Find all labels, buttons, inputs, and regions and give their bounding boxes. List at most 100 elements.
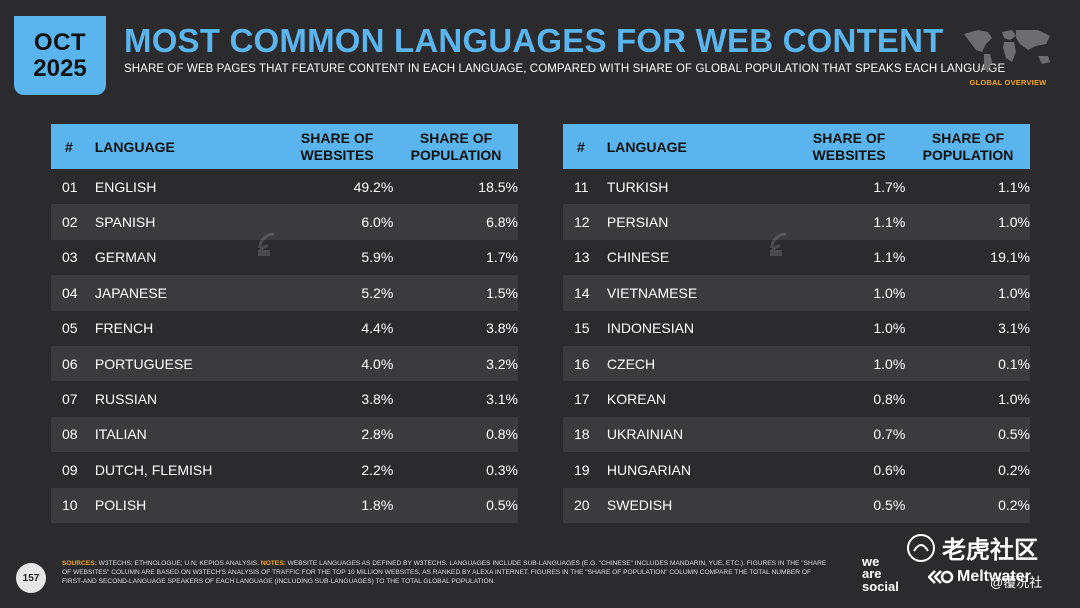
cell-rank: 13	[574, 249, 590, 266]
cell-rank: 09	[62, 461, 78, 478]
table-header: # LANGUAGE SHARE OF WEBSITES SHARE OF PO…	[563, 124, 1030, 169]
cell-share-websites: 2.8%	[361, 426, 394, 443]
cell-share-websites: 1.1%	[873, 249, 906, 266]
cell-share-population: 1.1%	[998, 178, 1030, 195]
table-row: 15 INDONESIAN 1.0% 3.1%	[563, 310, 1030, 346]
brand-we: we	[862, 554, 880, 569]
cell-share-websites: 0.6%	[873, 461, 906, 478]
sources-label: SOURCES:	[62, 560, 97, 567]
table-row: 03 GERMAN 5.9% 1.7%	[51, 239, 518, 276]
table-row: 13 CHINESE 1.1% 19.1%	[563, 239, 1030, 276]
cell-language: INDONESIAN	[606, 320, 695, 337]
col-header-population: SHARE OF POPULATION	[410, 130, 502, 163]
col-header-num: #	[577, 138, 585, 155]
cell-share-population: 0.8%	[486, 426, 518, 443]
table-row: 01 ENGLISH 49.2% 18.5%	[51, 169, 518, 205]
col-header-websites: SHARE OF WEBSITES	[300, 130, 374, 163]
cell-share-population: 3.1%	[486, 391, 518, 408]
cell-language: KOREAN	[606, 391, 667, 408]
cell-share-population: 18.5%	[478, 178, 518, 195]
cell-rank: 19	[574, 461, 590, 478]
cell-language: VIETNAMESE	[606, 284, 698, 301]
brand-are: are	[862, 566, 882, 582]
watermark-cn: 老虎社区	[942, 537, 1038, 564]
datareportal-watermark-icon	[770, 232, 787, 256]
datareportal-watermark-icon	[258, 232, 275, 256]
table-body: 01 ENGLISH 49.2% 18.5% 02 SPANISH 6.0% 6.8% 03 GE…	[51, 169, 518, 523]
cell-rank: 11	[574, 178, 589, 195]
table-row: 04 JAPANESE 5.2% 1.5%	[51, 275, 518, 311]
cell-share-websites: 1.0%	[873, 320, 906, 337]
cell-language: PORTUGUESE	[94, 355, 193, 372]
cell-share-population: 1.5%	[486, 284, 518, 301]
cell-share-websites: 5.2%	[361, 284, 394, 301]
table-row: 08 ITALIAN 2.8% 0.8%	[51, 416, 518, 453]
cell-language: ENGLISH	[94, 178, 157, 195]
page-subtitle: SHARE OF WEB PAGES THAT FEATURE CONTENT …	[124, 63, 1006, 75]
cell-share-population: 1.7%	[486, 249, 518, 266]
cell-share-population: 0.1%	[998, 355, 1030, 372]
tiger-community-watermark: 老虎社区	[906, 530, 1038, 565]
cell-rank: 10	[62, 497, 78, 514]
table-row: 16 CZECH 1.0% 0.1%	[563, 345, 1030, 382]
col-header-num: #	[65, 138, 73, 155]
table-row: 19 HUNGARIAN 0.6% 0.2%	[563, 452, 1030, 488]
cell-language: RUSSIAN	[94, 391, 158, 408]
cell-language: PERSIAN	[606, 214, 669, 231]
cell-rank: 01	[62, 178, 78, 195]
cell-language: SWEDISH	[606, 497, 673, 514]
cell-rank: 12	[574, 214, 590, 231]
meltwater-logo: Meltwater	[928, 568, 1031, 586]
page-number: 157	[16, 563, 46, 593]
table-row: 02 SPANISH 6.0% 6.8%	[51, 204, 518, 240]
cell-share-websites: 0.8%	[873, 391, 906, 408]
badge-year: 2025	[33, 54, 87, 82]
cell-rank: 08	[62, 426, 78, 443]
cell-rank: 07	[62, 391, 78, 408]
cell-rank: 15	[574, 320, 590, 337]
cell-rank: 05	[62, 320, 78, 337]
cell-share-population: 0.2%	[998, 497, 1030, 514]
table-row: 05 FRENCH 4.4% 3.8%	[51, 310, 518, 346]
cell-language: DUTCH, FLEMISH	[94, 461, 213, 478]
cell-share-websites: 0.5%	[873, 497, 906, 514]
cell-rank: 17	[574, 391, 590, 408]
cell-rank: 02	[62, 214, 78, 231]
global-overview-label: GLOBAL OVERVIEW	[969, 78, 1047, 87]
cell-share-population: 1.0%	[998, 391, 1030, 408]
page-title: MOST COMMON LANGUAGES FOR WEB CONTENT	[124, 22, 944, 59]
table-body: 11 TURKISH 1.7% 1.1% 12 PERSIAN 1.1% 1.0% 13 CHIN…	[563, 169, 1030, 523]
we-are-social-logo: we are social	[862, 554, 899, 593]
table-row: 18 UKRAINIAN 0.7% 0.5%	[563, 416, 1030, 453]
cell-language: ITALIAN	[94, 426, 147, 443]
notes-label: NOTES:	[260, 560, 286, 567]
table-row: 11 TURKISH 1.7% 1.1%	[563, 169, 1030, 205]
cell-share-population: 1.0%	[998, 284, 1030, 301]
cell-language: POLISH	[94, 497, 147, 514]
table-row: 20 SWEDISH 0.5% 0.2%	[563, 487, 1030, 523]
cell-language: TURKISH	[606, 178, 669, 195]
cell-rank: 20	[574, 497, 590, 514]
table-row: 12 PERSIAN 1.1% 1.0%	[563, 204, 1030, 240]
meltwater-symbol-icon	[928, 570, 954, 584]
brand-meltwater: Meltwater	[957, 568, 1031, 585]
col-header-language: LANGUAGE	[606, 138, 687, 155]
table-row: 10 POLISH 1.8% 0.5%	[51, 487, 518, 523]
cell-language: SPANISH	[94, 214, 156, 231]
cell-share-websites: 1.0%	[873, 355, 906, 372]
table-row: 17 KOREAN 0.8% 1.0%	[563, 381, 1030, 417]
col-header-population: SHARE OF POPULATION	[922, 130, 1014, 163]
languages-table-left: # LANGUAGE SHARE OF WEBSITES SHARE OF PO…	[51, 124, 518, 523]
cell-share-websites: 1.7%	[873, 178, 906, 195]
date-badge: OCT 2025	[14, 16, 106, 95]
world-map-icon	[964, 30, 1050, 72]
cell-language: GERMAN	[94, 249, 157, 266]
cell-share-websites: 6.0%	[361, 214, 394, 231]
cell-share-websites: 0.7%	[873, 426, 906, 443]
table-row: 09 DUTCH, FLEMISH 2.2% 0.3%	[51, 452, 518, 488]
cell-share-websites: 3.8%	[361, 391, 394, 408]
cell-language: UKRAINIAN	[606, 426, 684, 443]
cell-share-population: 3.2%	[486, 355, 518, 372]
col-header-language: LANGUAGE	[94, 138, 175, 155]
cell-language: JAPANESE	[94, 284, 168, 301]
